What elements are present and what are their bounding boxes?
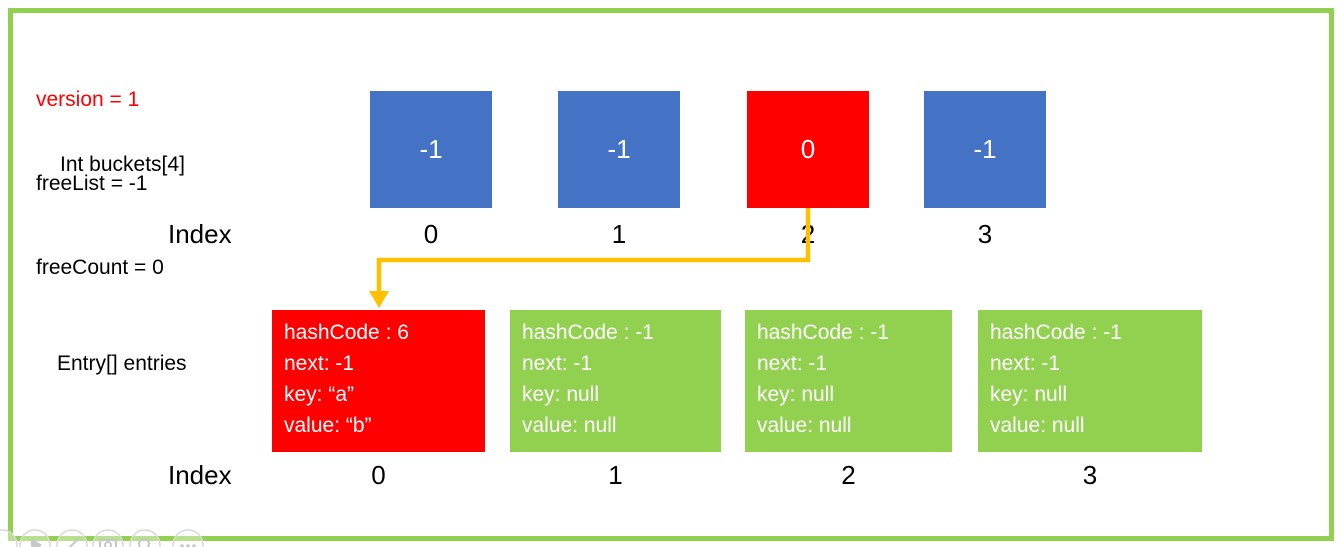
entry-index-2: 2 xyxy=(841,460,856,490)
bucket-cell-2-highlighted: 0 xyxy=(747,91,869,208)
bucket-index-3: 3 xyxy=(977,219,993,249)
freelist-text: freeList = -1 xyxy=(36,172,148,195)
play-icon[interactable] xyxy=(19,529,51,547)
entry-3-hashcode: hashCode : -1 xyxy=(990,321,1122,344)
bucket-cell-0: -1 xyxy=(370,91,492,208)
entry-2-key: key: null xyxy=(757,383,835,406)
entries-array-label: Entry[] entries xyxy=(57,352,187,375)
entry-3-next: next: -1 xyxy=(990,352,1061,375)
bucket-index-0: 0 xyxy=(423,219,439,249)
entry-cell-2: hashCode : -1 next: -1 key: null value: … xyxy=(745,310,952,452)
entry-cell-3: hashCode : -1 next: -1 key: null value: … xyxy=(978,310,1202,452)
entry-index-1: 1 xyxy=(608,460,623,490)
entry-1-value: value: null xyxy=(522,414,617,437)
entry-cell-1: hashCode : -1 next: -1 key: null value: … xyxy=(510,310,721,452)
entries-index-label: Index xyxy=(168,460,232,490)
bucket-cell-1: -1 xyxy=(558,91,680,208)
entry-3-key: key: null xyxy=(990,383,1068,406)
search-icon[interactable] xyxy=(129,529,161,547)
arrow-head-icon xyxy=(369,291,389,308)
camera-icon[interactable] xyxy=(92,529,124,547)
entry-index-0: 0 xyxy=(371,460,386,490)
bucket-index-2: 2 xyxy=(800,219,816,249)
version-text: version = 1 xyxy=(36,88,140,111)
pencil-icon[interactable] xyxy=(56,529,88,547)
entry-index-3: 3 xyxy=(1082,460,1098,490)
entry-2-hashcode: hashCode : -1 xyxy=(757,321,889,344)
entry-1-key: key: null xyxy=(522,383,600,406)
entry-0-hashcode: hashCode : 6 xyxy=(284,321,409,344)
partial-circle-icon xyxy=(0,529,18,547)
entry-0-key: key: “a” xyxy=(284,383,355,406)
entry-2-value: value: null xyxy=(757,414,852,437)
entry-3-value: value: null xyxy=(990,414,1085,437)
ellipsis-icon[interactable] xyxy=(172,529,204,547)
entry-1-next: next: -1 xyxy=(522,352,593,375)
state-variables: version = 1 freeList = -1 freeCount = 0 xyxy=(36,30,164,338)
buckets-array-label: Int buckets[4] xyxy=(60,153,185,176)
entry-1-hashcode: hashCode : -1 xyxy=(522,321,654,344)
entry-2-next: next: -1 xyxy=(757,352,828,375)
entry-cell-0-highlighted: hashCode : 6 next: -1 key: “a” value: “b… xyxy=(272,310,485,452)
entry-0-next: next: -1 xyxy=(284,352,355,375)
recorder-toolbar-watermark xyxy=(0,529,204,547)
entry-0-value: value: “b” xyxy=(284,414,372,437)
bucket-cell-3: -1 xyxy=(924,91,1046,208)
freecount-text: freeCount = 0 xyxy=(36,256,164,279)
bucket-index-1: 1 xyxy=(611,219,627,249)
buckets-index-label: Index xyxy=(168,219,232,249)
